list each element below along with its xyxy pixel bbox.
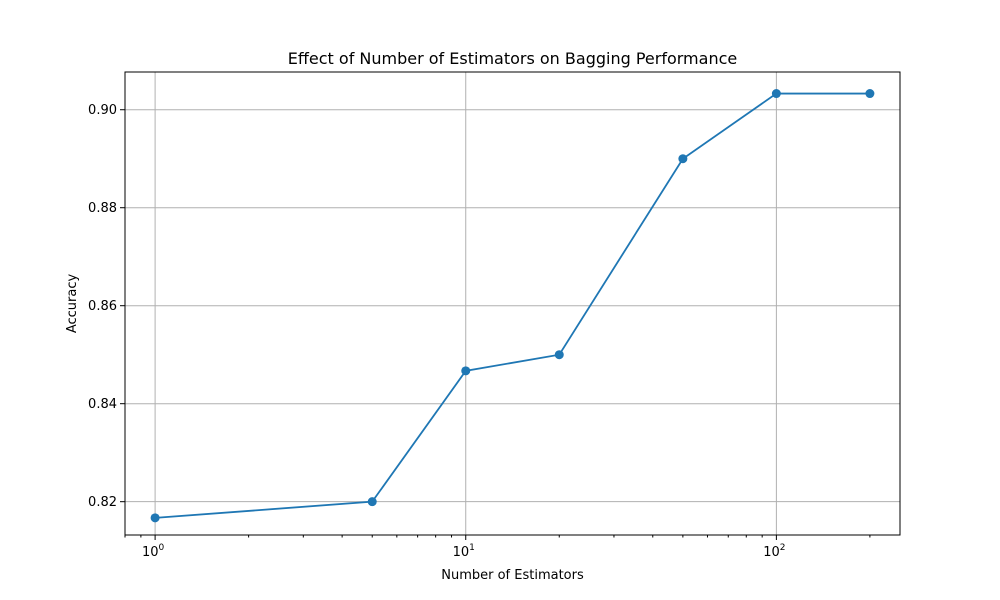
x-tick-label-0: 100 bbox=[142, 543, 165, 560]
y-tick-label-1: 0.84 bbox=[88, 397, 117, 412]
y-tick-label-0: 0.82 bbox=[88, 495, 117, 510]
x-axis-label: Number of Estimators bbox=[441, 568, 584, 583]
data-point-1 bbox=[367, 497, 377, 507]
data-point-3 bbox=[554, 350, 564, 360]
x-tick-label-2: 102 bbox=[763, 543, 785, 560]
data-point-2 bbox=[461, 366, 471, 376]
y-axis-label: Accuracy bbox=[65, 274, 80, 334]
chart-title: Effect of Number of Estimators on Baggin… bbox=[288, 49, 737, 68]
plot-frame bbox=[124, 71, 901, 536]
data-point-0 bbox=[150, 513, 160, 523]
grid bbox=[125, 72, 900, 535]
x-tick-label-1: 101 bbox=[453, 543, 475, 560]
ticks: 100 101 102 0.82 0.84 0.86 0.88 0.90 bbox=[88, 103, 785, 560]
data-point-6 bbox=[865, 89, 875, 99]
data-points bbox=[150, 89, 875, 523]
y-tick-label-3: 0.88 bbox=[88, 201, 117, 216]
y-tick-label-4: 0.90 bbox=[88, 103, 117, 118]
y-tick-label-2: 0.86 bbox=[88, 299, 117, 314]
data-point-4 bbox=[678, 154, 688, 164]
data-point-5 bbox=[771, 89, 781, 99]
